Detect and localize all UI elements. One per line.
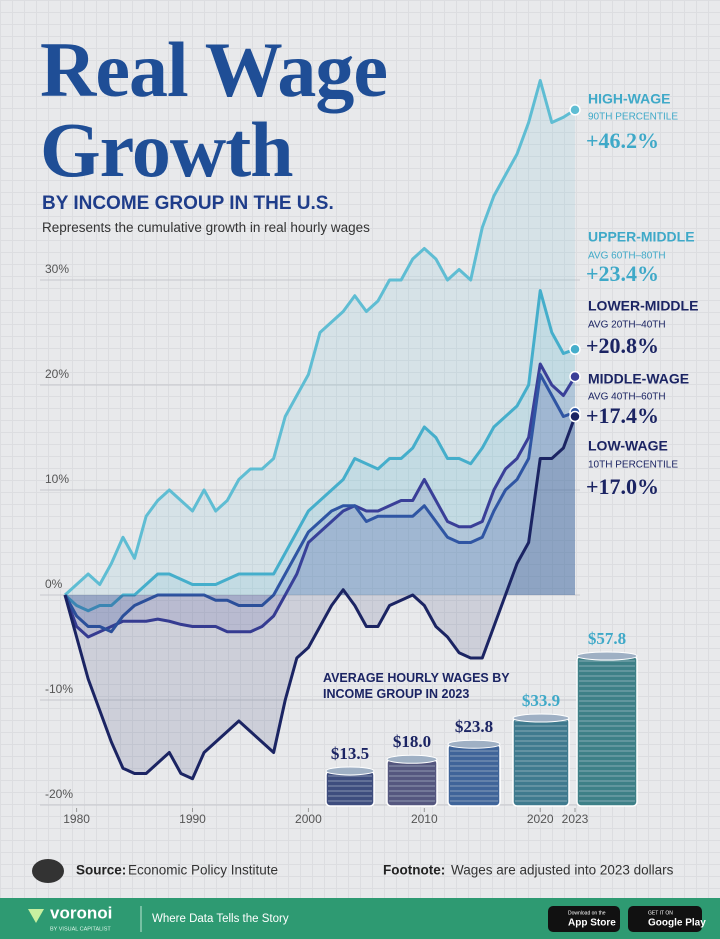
legend-sublabel: AVG 40TH–60TH <box>588 392 666 403</box>
series-line <box>63 415 577 781</box>
app-store: App Store <box>568 918 616 929</box>
x-tick-label: 1990 <box>179 812 206 826</box>
series-line <box>63 289 576 613</box>
end-dot <box>569 410 581 423</box>
value-label: $13.5 <box>331 744 369 763</box>
legend-name: LOWER-MIDDLE <box>588 298 698 314</box>
legend-sublabel: AVG 60TH–80TH <box>588 251 666 262</box>
series-area <box>65 416 575 779</box>
end-label: +17.0% <box>586 474 659 499</box>
legend-sublabel: AVG 20TH–40TH <box>588 320 666 331</box>
x-tick-label: 2020 <box>527 812 554 826</box>
x-tick-label: 2023 <box>562 812 589 826</box>
end-label: +46.2% <box>586 128 659 153</box>
brand: voronoi <box>50 903 112 922</box>
end-dot <box>569 104 581 116</box>
x-tick-label: 2010 <box>411 812 438 826</box>
coin-chart-title: AVERAGE HOURLY WAGES BY INCOME GROUP IN … <box>323 671 510 701</box>
source-label: Source: <box>76 863 126 878</box>
x-tick-label: 2000 <box>295 812 322 826</box>
coin-top <box>576 651 638 661</box>
coin-top <box>512 713 570 723</box>
source-icon <box>32 859 64 883</box>
coin-top <box>386 754 438 764</box>
series-area <box>65 364 575 637</box>
google-play: Google Play <box>648 918 706 929</box>
google-play-badge[interactable] <box>628 906 702 932</box>
end-dot <box>569 343 581 356</box>
app-store-badge[interactable] <box>548 906 620 932</box>
end-label: +23.4% <box>586 261 659 286</box>
legend-sublabel: 10TH PERCENTILE <box>588 460 678 471</box>
brand-logo <box>28 909 44 923</box>
coin-top <box>447 739 501 749</box>
coin-stack <box>447 743 501 807</box>
series-line <box>63 362 577 639</box>
coin-top <box>325 766 375 776</box>
y-tick-label: 10% <box>45 472 69 486</box>
footnote-label: Footnote: <box>383 863 445 878</box>
description: Represents the cumulative growth in real… <box>42 220 370 235</box>
series-area <box>65 290 575 611</box>
value-label: $57.8 <box>588 629 626 648</box>
tagline: Where Data Tells the Story <box>152 913 289 925</box>
title: Real Wage Growth <box>40 26 388 193</box>
series-area <box>65 374 575 632</box>
end-label: +17.4% <box>586 403 659 428</box>
y-tick-label: 30% <box>45 262 69 276</box>
legend-name: MIDDLE-WAGE <box>588 371 689 387</box>
google-top: GET IT ON <box>648 910 673 916</box>
end-label: +20.8% <box>586 333 659 358</box>
x-tick-label: 1980 <box>63 812 90 826</box>
source: Economic Policy Institute <box>128 863 278 878</box>
brand-sub: BY VISUAL CAPITALIST <box>50 926 111 932</box>
value-label: $18.0 <box>393 732 431 751</box>
series-line <box>63 79 576 597</box>
end-dot <box>569 370 581 383</box>
y-tick-label: 20% <box>45 367 69 381</box>
value-label: $33.9 <box>522 691 560 710</box>
legend-name: UPPER-MIDDLE <box>588 229 695 245</box>
value-label: $23.8 <box>455 717 493 736</box>
y-tick-label: -10% <box>45 682 73 696</box>
footnote: Wages are adjusted into 2023 dollars <box>451 863 674 878</box>
y-tick-label: -20% <box>45 787 73 801</box>
legend-name: HIGH-WAGE <box>588 91 670 107</box>
legend-name: LOW-WAGE <box>588 438 668 454</box>
y-tick-label: 0% <box>45 577 63 591</box>
subtitle: BY INCOME GROUP IN THE U.S. <box>42 193 334 214</box>
series-line <box>63 373 576 634</box>
app-store-top: Download on the <box>568 910 606 916</box>
legend-sublabel: 90TH PERCENTILE <box>588 112 678 123</box>
